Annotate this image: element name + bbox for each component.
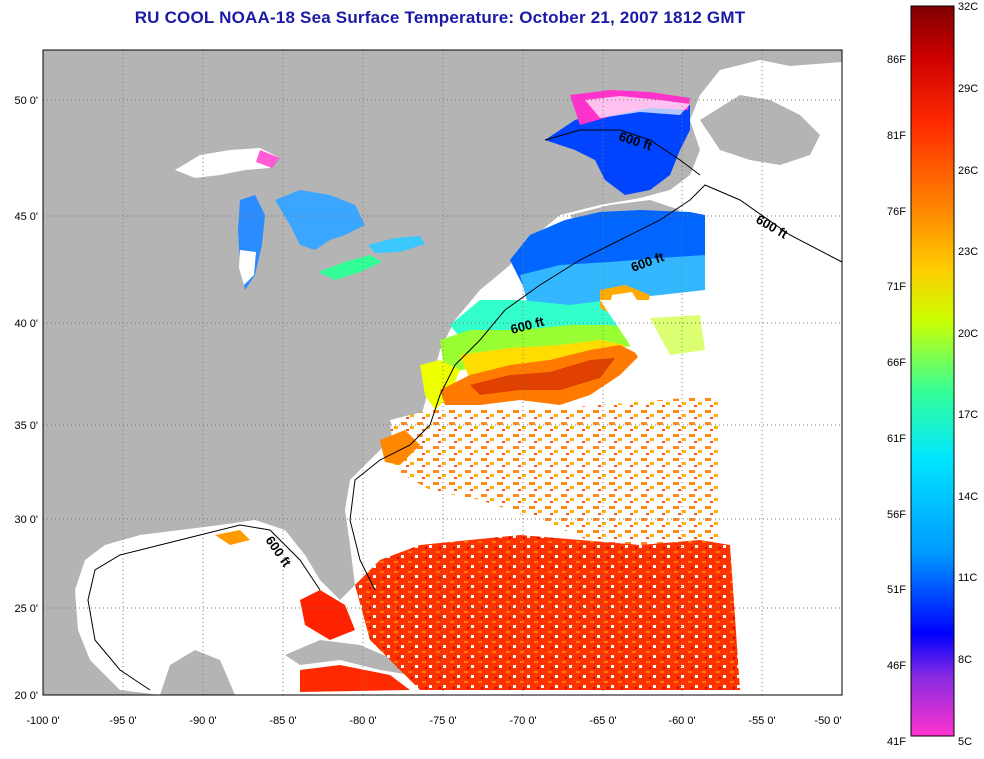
isobath-600ft: [349, 184, 842, 591]
colorbar-celsius-label: 14C: [958, 491, 978, 503]
gulf-isobath-600ft: [87, 524, 321, 691]
lon-tick-label: -100 0': [26, 715, 59, 727]
colorbar-fahrenheit-labels: 86F 81F 76F 71F 66F 61F 56F 51F 46F 41F: [887, 54, 906, 748]
se-coast-sst: [380, 430, 420, 465]
lake-michigan-white: [239, 250, 256, 285]
map-area: [43, 50, 842, 695]
lake-erie: [318, 255, 382, 280]
chesapeake-yellow: [420, 360, 460, 410]
colorbar-celsius-labels: 32C 29C 26C 23C 20C 17C 14C 11C 8C 5C: [958, 1, 978, 748]
newfoundland-land: [700, 95, 820, 165]
caribbean-warm-sst: [300, 590, 355, 640]
cuba-land: [285, 640, 410, 675]
colorbar-celsius-label: 11C: [958, 572, 977, 584]
lat-tick-label: 35 0': [14, 420, 38, 432]
lon-tick-label: -65 0': [589, 715, 616, 727]
offshore-greenish: [650, 315, 705, 355]
lat-tick-label: 30 0': [14, 514, 38, 526]
lon-tick-label: -60 0': [668, 715, 695, 727]
colorbar-celsius-label: 26C: [958, 165, 978, 177]
lat-tick-label: 20 0': [14, 690, 38, 702]
offshore-patchy-sst: [390, 395, 720, 560]
lat-tick-label: 45 0': [14, 211, 38, 223]
map-frame: [42, 49, 843, 696]
colorbar-celsius-label: 8C: [958, 654, 972, 666]
yucatan-land: [160, 650, 235, 695]
lake-superior-cold: [256, 150, 280, 168]
colorbar-fahrenheit-label: 71F: [887, 281, 906, 293]
lon-tick-label: -90 0': [189, 715, 216, 727]
lon-tick-label: -75 0': [429, 715, 456, 727]
southern-warm-sst: [355, 535, 740, 690]
lon-tick-label: -95 0': [109, 715, 136, 727]
colorbar-celsius-label: 17C: [958, 409, 978, 421]
lon-tick-label: -85 0': [269, 715, 296, 727]
gulf-stream-core: [470, 358, 615, 395]
lake-ontario: [368, 236, 425, 253]
colorbar-fahrenheit-label: 51F: [887, 584, 906, 596]
lon-tick-label: -80 0': [349, 715, 376, 727]
colorbar-celsius-label: 32C: [958, 1, 978, 13]
colorbar-celsius-label: 23C: [958, 246, 978, 258]
caribbean-south-sst: [300, 665, 410, 692]
colorbar-fahrenheit-label: 56F: [887, 509, 906, 521]
lat-axis: 50 0' 45 0' 40 0' 35 0' 30 0' 25 0' 20 0…: [14, 95, 38, 702]
colorbar-fahrenheit-label: 81F: [887, 130, 906, 142]
colorbar-celsius-label: 29C: [958, 83, 978, 95]
lon-tick-label: -70 0': [509, 715, 536, 727]
colorbar-celsius-label: 20C: [958, 328, 978, 340]
colorbar-fahrenheit-label: 66F: [887, 357, 906, 369]
lon-axis: -100 0' -95 0' -90 0' -85 0' -80 0' -75 …: [26, 715, 841, 727]
lat-tick-label: 25 0': [14, 603, 38, 615]
lat-tick-label: 40 0': [14, 318, 38, 330]
stlawrence-isobath-600ft: [544, 129, 701, 176]
colorbar: 32C 29C 26C 23C 20C 17C 14C 11C 8C 5C 86…: [887, 1, 978, 748]
gulf-of-mexico-sst: [215, 530, 250, 545]
lon-tick-label: -55 0': [748, 715, 775, 727]
scotian-shelf-light: [520, 255, 705, 312]
colorbar-fahrenheit-label: 76F: [887, 206, 906, 218]
lon-tick-label: -50 0': [814, 715, 841, 727]
lake-huron: [275, 190, 365, 250]
gulf-st-lawrence-white: [585, 96, 690, 118]
lat-tick-label: 50 0': [14, 95, 38, 107]
lake-superior: [175, 148, 280, 178]
colorbar-fahrenheit-label: 41F: [887, 736, 906, 748]
colorbar-fahrenheit-label: 86F: [887, 54, 906, 66]
colorbar-fahrenheit-label: 46F: [887, 660, 906, 672]
colorbar-fahrenheit-label: 61F: [887, 433, 906, 445]
colorbar-celsius-label: 5C: [958, 736, 972, 748]
colorbar-gradient: [910, 5, 955, 737]
map-title: RU COOL NOAA-18 Sea Surface Temperature:…: [134, 8, 746, 27]
